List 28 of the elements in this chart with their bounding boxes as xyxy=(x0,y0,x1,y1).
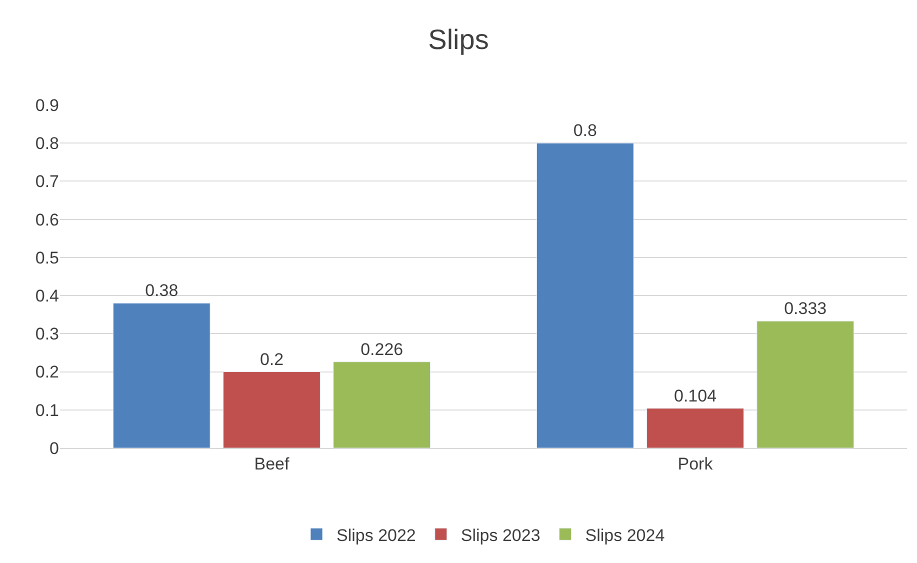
legend-label: Slips 2022 xyxy=(336,526,416,545)
data-label: 0.226 xyxy=(360,340,404,359)
x-tick-label: Beef xyxy=(254,454,290,474)
legend-label: Slips 2023 xyxy=(460,526,540,545)
bar xyxy=(112,302,210,448)
bar xyxy=(333,362,431,448)
y-tick-label: 0.2 xyxy=(35,362,59,382)
y-tick-label: 0.9 xyxy=(35,96,59,115)
bar xyxy=(536,142,634,448)
bar xyxy=(223,372,320,448)
data-label: 0.2 xyxy=(260,350,284,369)
bar xyxy=(756,320,854,448)
data-label: 0.8 xyxy=(573,121,597,140)
y-tick-label: 0.1 xyxy=(35,400,59,420)
y-tick-label: 0.3 xyxy=(35,324,59,344)
y-tick-label: 0.4 xyxy=(35,286,59,306)
chart-title: Slips xyxy=(428,24,489,56)
y-tick-label: 0.6 xyxy=(35,210,59,230)
y-tick-label: 0.7 xyxy=(35,172,59,192)
y-tick-label: 0 xyxy=(50,438,59,458)
y-tick-label: 0.5 xyxy=(35,248,59,268)
legend-label: Slips 2024 xyxy=(585,526,665,545)
data-label: 0.38 xyxy=(145,281,178,300)
data-label: 0.104 xyxy=(674,386,717,406)
bar xyxy=(646,408,744,448)
y-tick-label: 0.8 xyxy=(35,134,59,154)
x-tick-label: Pork xyxy=(678,454,714,474)
data-label: 0.333 xyxy=(784,299,827,318)
